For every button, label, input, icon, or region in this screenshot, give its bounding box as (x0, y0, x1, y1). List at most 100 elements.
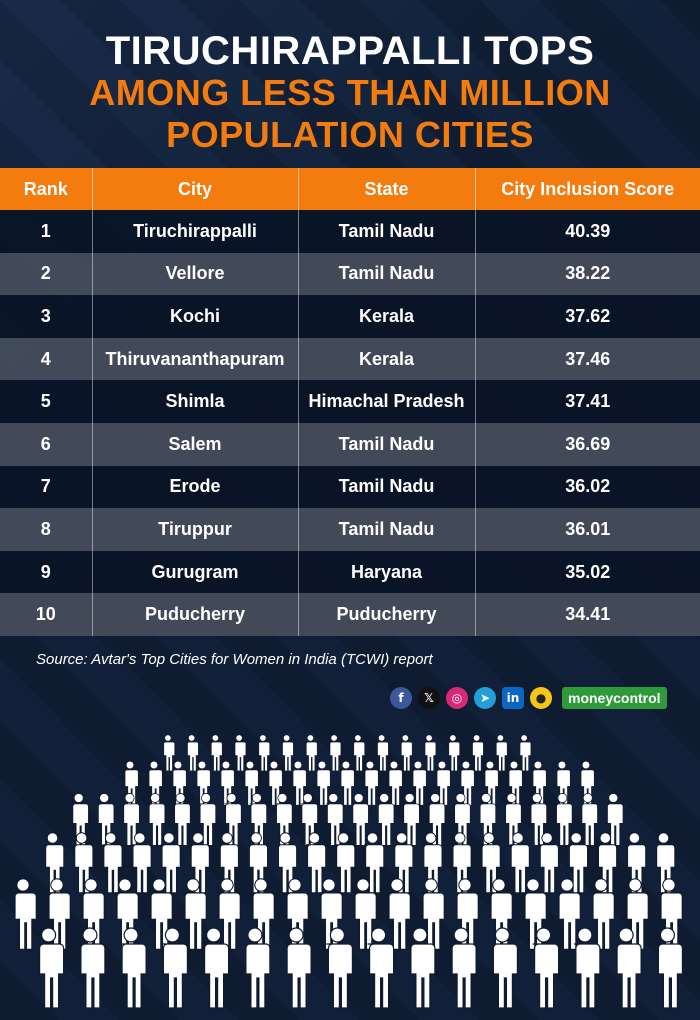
person-silhouette (459, 760, 475, 806)
person-silhouette (377, 793, 395, 846)
cell-score: 37.62 (475, 295, 700, 338)
person-silhouette (597, 832, 617, 894)
source-note: Source: Avtar's Top Cities for Women in … (36, 651, 433, 668)
person-silhouette (281, 734, 294, 772)
person-silhouette (387, 760, 403, 806)
koo-icon[interactable]: ● (530, 687, 552, 709)
cell-score: 40.39 (475, 210, 700, 253)
cell-rank: 10 (0, 593, 93, 636)
cell-city: Tiruppur (92, 508, 299, 551)
cell-rank: 8 (0, 508, 93, 551)
person-silhouette (507, 760, 523, 806)
person-silhouette (555, 793, 573, 846)
crowd-illustration (13, 734, 684, 1009)
person-silhouette (427, 793, 446, 846)
cell-score: 35.02 (475, 550, 700, 594)
cell-state: Puducherry (298, 593, 476, 636)
table-row: 3 Kochi Kerala 37.62 (0, 295, 700, 338)
cell-rank: 1 (0, 210, 93, 253)
person-silhouette (376, 734, 389, 772)
person-silhouette (249, 793, 268, 846)
headline: TIRUCHIRAPPALLI TOPS AMONG LESS THAN MIL… (0, 30, 700, 156)
person-silhouette (186, 734, 199, 772)
cell-rank: 5 (0, 380, 93, 423)
table-row: 7 Erode Tamil Nadu 36.02 (0, 465, 700, 509)
person-silhouette (573, 927, 601, 1009)
facebook-icon[interactable]: f (390, 687, 412, 709)
person-silhouette (329, 734, 342, 772)
person-silhouette (285, 927, 312, 1009)
social-bar: f 𝕏 ◎ ➤ in ● moneycontrol (390, 686, 667, 710)
person-silhouette (183, 878, 207, 950)
column-header-rank: Rank (0, 168, 93, 210)
person-silhouette (538, 832, 559, 894)
person-silhouette (217, 878, 241, 950)
person-silhouette (580, 793, 598, 846)
person-silhouette (450, 927, 477, 1009)
cell-city: Thiruvananthapuram (92, 337, 299, 381)
cell-rank: 4 (0, 337, 93, 381)
person-silhouette (162, 734, 175, 772)
person-silhouette (202, 927, 230, 1009)
person-silhouette (408, 927, 436, 1009)
column-header-score: City Inclusion Score (475, 168, 700, 210)
cell-score: 37.41 (475, 380, 700, 423)
person-silhouette (147, 793, 166, 846)
ranking-table: Rank City State City Inclusion Score 1 Ti… (0, 168, 700, 636)
person-silhouette (532, 927, 560, 1009)
cell-rank: 2 (0, 252, 93, 296)
linkedin-icon[interactable]: in (502, 687, 524, 709)
table-header-row: Rank City State City Inclusion Score (0, 168, 700, 210)
cell-score: 36.69 (475, 422, 700, 466)
cell-score: 34.41 (475, 593, 700, 636)
cell-city: Kochi (92, 295, 299, 338)
person-silhouette (291, 760, 307, 806)
cell-score: 38.22 (475, 252, 700, 296)
person-silhouette (131, 832, 152, 894)
person-silhouette (402, 793, 420, 846)
telegram-icon[interactable]: ➤ (474, 687, 496, 709)
person-silhouette (363, 760, 379, 806)
person-silhouette (626, 832, 647, 894)
person-silhouette (364, 832, 385, 894)
person-silhouette (123, 760, 139, 806)
table-body: 1 Tiruchirappalli Tamil Nadu 40.39 2 Vellore T… (0, 210, 700, 636)
headline-line-2: AMONG LESS THAN MILLION (89, 72, 611, 113)
person-silhouette (656, 927, 684, 1009)
cell-state: Tamil Nadu (298, 465, 476, 509)
cell-state: Tamil Nadu (298, 508, 476, 551)
person-silhouette (257, 734, 270, 772)
person-silhouette (218, 832, 239, 894)
instagram-icon[interactable]: ◎ (446, 687, 468, 709)
table-row: 9 Gurugram Haryana 35.02 (0, 550, 700, 594)
person-silhouette (198, 793, 217, 846)
person-silhouette (483, 760, 499, 806)
person-silhouette (173, 793, 191, 846)
person-silhouette (251, 878, 275, 950)
person-silhouette (243, 927, 271, 1009)
person-silhouette (234, 734, 247, 772)
person-silhouette (352, 734, 365, 772)
person-silhouette (557, 878, 581, 950)
cell-state: Himachal Pradesh (298, 380, 476, 423)
person-silhouette (315, 760, 331, 806)
person-silhouette (615, 927, 642, 1009)
cell-rank: 3 (0, 295, 93, 338)
table-row: 8 Tiruppur Tamil Nadu 36.01 (0, 508, 700, 551)
person-silhouette (78, 927, 106, 1009)
person-silhouette (306, 832, 327, 894)
headline-line-3: POPULATION CITIES (166, 114, 534, 155)
person-silhouette (447, 734, 460, 772)
person-silhouette (606, 793, 624, 846)
cell-rank: 9 (0, 550, 93, 594)
cell-rank: 6 (0, 422, 93, 466)
person-silhouette (326, 927, 353, 1009)
cell-state: Kerala (298, 337, 476, 381)
x-icon[interactable]: 𝕏 (418, 687, 440, 709)
cell-score: 37.46 (475, 337, 700, 381)
table-row: 4 Thiruvananthapuram Kerala 37.46 (0, 337, 700, 381)
person-silhouette (81, 878, 105, 950)
person-silhouette (495, 734, 508, 772)
person-silhouette (519, 734, 532, 772)
cell-state: Kerala (298, 295, 476, 338)
